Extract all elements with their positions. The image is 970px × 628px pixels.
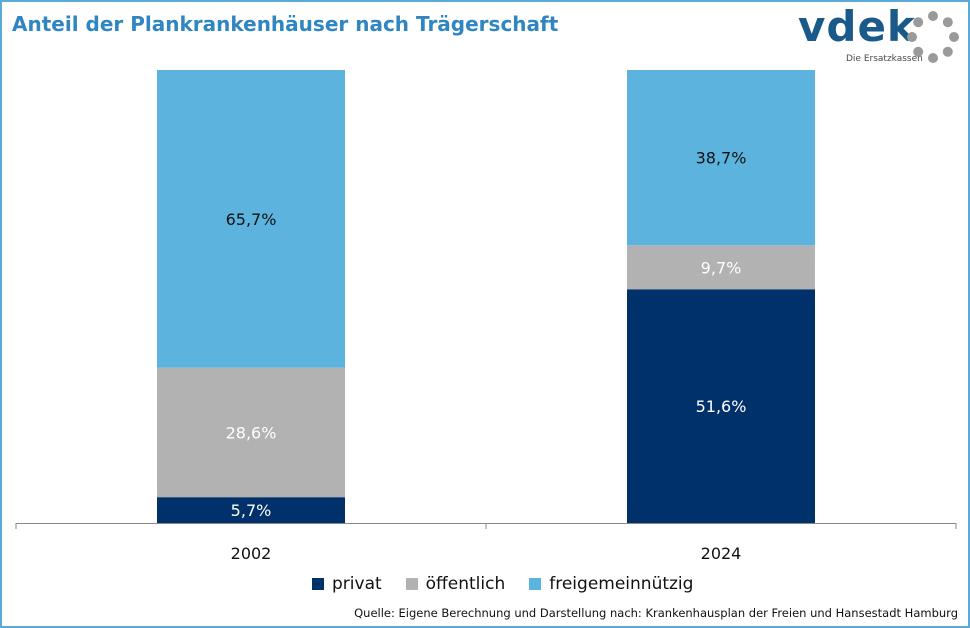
chart-title: Anteil der Plankrankenhäuser nach Träger… xyxy=(12,12,559,36)
vdek-logo: vdek Die Ersatzkassen xyxy=(798,2,963,70)
logo-wordmark: vdek xyxy=(798,2,916,51)
bar-segment-privat-2002 xyxy=(157,497,345,523)
legend-item-privat: privat xyxy=(312,574,382,594)
x-tick-label-2002: 2002 xyxy=(231,544,272,563)
legend-label-privat: privat xyxy=(332,574,382,594)
bar-segment-öffentlich-2024 xyxy=(627,245,815,290)
source-note: Quelle: Eigene Berechnung und Darstellun… xyxy=(354,606,958,620)
bar-segment-freigemeinnützig-2024 xyxy=(627,70,815,246)
logo-subtitle: Die Ersatzkassen xyxy=(846,54,923,64)
x-tick-label-2024: 2024 xyxy=(701,544,742,563)
data-label-privat-2002: 5,7% xyxy=(231,501,272,520)
bar-segment-privat-2024 xyxy=(627,289,815,523)
data-label-freigemeinnützig-2024: 38,7% xyxy=(696,149,747,168)
legend-swatch-oeffentlich xyxy=(405,578,418,590)
bar-segment-öffentlich-2002 xyxy=(157,367,345,498)
legend: privat öffentlich freigemeinnützig xyxy=(312,574,693,594)
logo-ring-icon xyxy=(907,11,959,63)
legend-item-freigemeinnuetzig: freigemeinnützig xyxy=(529,574,693,594)
legend-swatch-freigemeinnuetzig xyxy=(529,578,542,590)
legend-label-freigemeinnuetzig: freigemeinnützig xyxy=(549,574,694,594)
data-label-freigemeinnützig-2002: 65,7% xyxy=(226,210,277,229)
legend-item-oeffentlich: öffentlich xyxy=(405,574,506,594)
data-label-privat-2024: 51,6% xyxy=(696,397,747,416)
legend-label-oeffentlich: öffentlich xyxy=(425,574,506,594)
legend-swatch-privat xyxy=(312,578,324,590)
bar-segment-freigemeinnützig-2002 xyxy=(157,70,345,368)
data-label-öffentlich-2002: 28,6% xyxy=(226,423,277,442)
data-label-öffentlich-2024: 9,7% xyxy=(701,258,742,277)
